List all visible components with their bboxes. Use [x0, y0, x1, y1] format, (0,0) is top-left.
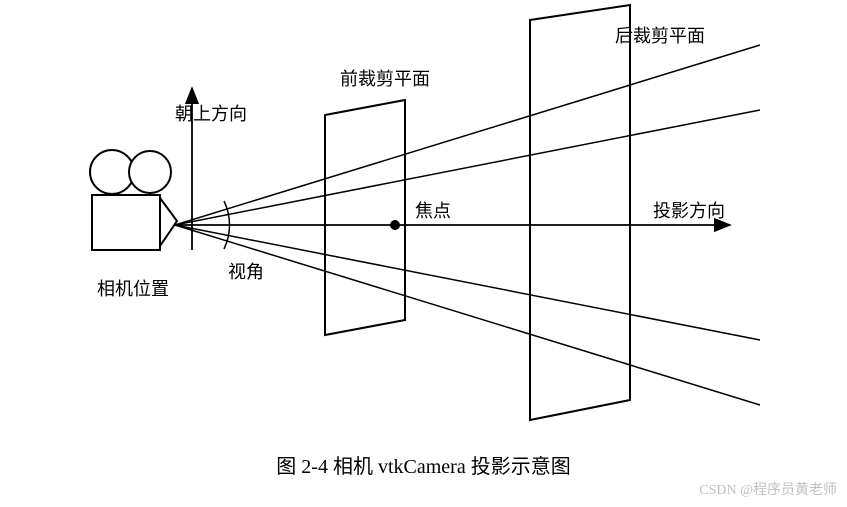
label-back-clip-plane: 后裁剪平面: [615, 22, 705, 48]
camera-lens: [160, 198, 177, 246]
label-focal-point: 焦点: [415, 197, 451, 223]
front-clip-plane: [325, 100, 405, 335]
focal-point-dot: [390, 220, 400, 230]
camera-reel-1: [90, 150, 134, 194]
label-front-clip-plane: 前裁剪平面: [340, 65, 430, 91]
label-projection-direction: 投影方向: [653, 197, 725, 223]
label-up-direction: 朝上方向: [175, 100, 247, 126]
camera-icon: [90, 150, 177, 250]
figure-caption: 图 2-4 相机 vtkCamera 投影示意图: [0, 450, 847, 479]
camera-body: [92, 195, 160, 250]
label-view-angle: 视角: [228, 258, 264, 284]
watermark-text: CSDN @程序员黄老师: [699, 479, 837, 499]
label-camera-position: 相机位置: [97, 275, 169, 301]
frustum-line-bottom-outer: [175, 225, 760, 405]
camera-reel-2: [129, 151, 171, 193]
back-clip-plane: [530, 5, 630, 420]
